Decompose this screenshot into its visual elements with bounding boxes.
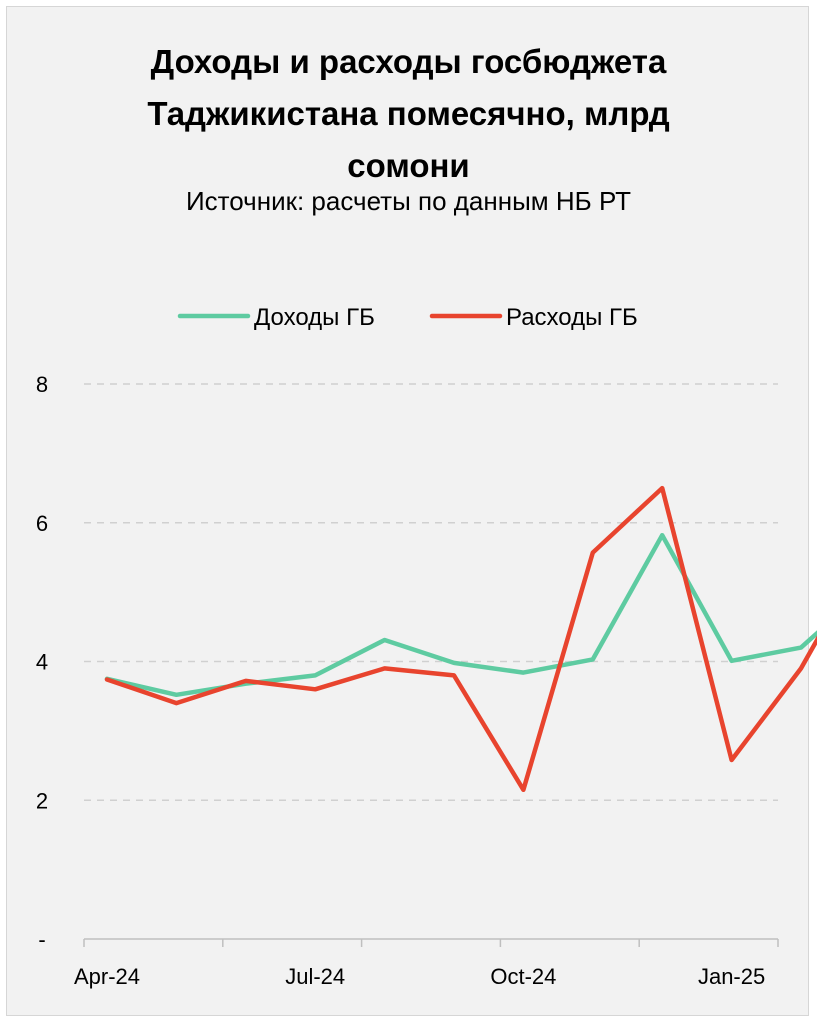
expenses-series-line [104,485,817,793]
x-axis [83,938,779,947]
chart-subtitle: Источник: расчеты по данным НБ РТ [185,186,632,216]
series-lines [104,485,817,793]
chart-frame [6,6,809,1016]
legend: Доходы ГБ Расходы ГБ [177,304,638,331]
legend-label: Доходы ГБ [254,304,375,331]
x-tick-label: Oct-24 [490,964,556,989]
y-tick-label: 4 [36,650,48,675]
chart-title: Доходы и расходы госбюджета Таджикистана… [0,36,817,192]
gridlines [84,383,778,801]
legend-label: Расходы ГБ [506,304,638,331]
chart-title-line-3: сомони [347,147,470,184]
x-tick-label: Jan-25 [698,964,765,989]
x-tick-label: Jul-24 [285,964,345,989]
y-axis-tick-labels: - 2 4 6 8 [36,372,48,952]
x-tick-label: Apr-24 [74,964,140,989]
chart-title-line-2: Таджикистана помесячно, млрд [147,95,670,132]
y-tick-label: 2 [36,788,48,813]
y-tick-label: 8 [36,372,48,397]
y-tick-label: - [38,927,45,952]
y-tick-label: 6 [36,511,48,536]
chart-title-line-1: Доходы и расходы госбюджета [150,43,667,80]
